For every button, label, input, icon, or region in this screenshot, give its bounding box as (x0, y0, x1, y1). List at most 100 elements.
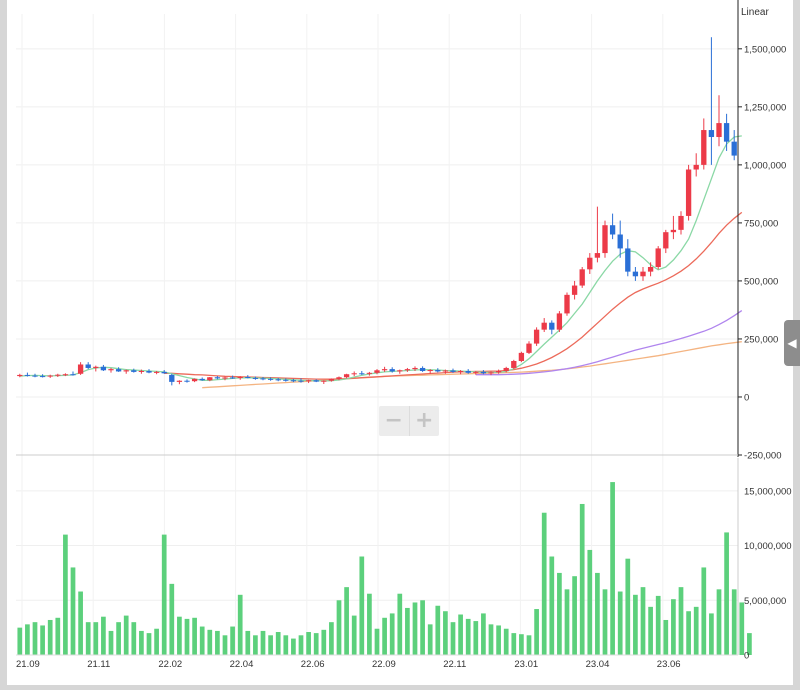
candle (564, 292, 570, 316)
candle-body (708, 130, 715, 138)
candle-body (153, 371, 160, 373)
volume-bar (625, 558, 631, 655)
candle (640, 266, 646, 281)
volume-bar (123, 615, 129, 655)
candle (412, 366, 418, 371)
volume-bar (511, 633, 517, 655)
candle (488, 371, 494, 376)
candle (533, 327, 540, 346)
price-tick-label: 0 (744, 392, 749, 403)
candle-body (229, 377, 236, 379)
volume-bar (716, 589, 722, 655)
volume-bar (101, 616, 106, 655)
candle (708, 37, 715, 165)
candle (374, 369, 380, 375)
candle-body (419, 367, 426, 371)
candle-body (336, 377, 342, 379)
candle (518, 351, 525, 363)
scale-mode-label[interactable]: Linear (741, 7, 769, 18)
candle-body (442, 370, 449, 372)
candle-body (533, 329, 540, 344)
volume-bar (237, 594, 243, 655)
candle (108, 367, 114, 373)
volume-bar (93, 622, 99, 655)
volume-bar (47, 619, 53, 655)
candle (549, 320, 555, 335)
candle-body (17, 374, 23, 377)
candle-body (473, 371, 479, 373)
candle (419, 366, 426, 372)
candle-body (199, 378, 205, 381)
volume-bar (169, 583, 175, 655)
candle (571, 280, 578, 300)
volume-bar (177, 616, 182, 655)
volume-tick-label: 0 (744, 651, 749, 662)
time-tick-label: 21.11 (87, 659, 110, 670)
candle-body (374, 370, 380, 373)
candle-body (100, 366, 107, 371)
zoom-out-button[interactable]: − (379, 406, 410, 436)
volume-bar (412, 602, 418, 655)
volume-bar (541, 512, 547, 655)
candle-body (359, 373, 365, 375)
candle-body (663, 232, 669, 249)
candle (685, 164, 692, 221)
candle-body (541, 322, 547, 330)
volume-bar (298, 635, 304, 655)
time-tick-label: 22.02 (158, 659, 182, 670)
candle (435, 368, 441, 373)
candle (351, 371, 357, 377)
candle (93, 365, 99, 372)
candle (138, 369, 145, 374)
candle (343, 373, 350, 379)
candle (77, 362, 84, 375)
candle-body (290, 380, 297, 382)
time-tick-label: 23.04 (586, 659, 610, 670)
candle-body (62, 374, 69, 376)
volume-bar (549, 556, 555, 655)
volume-bar (374, 628, 380, 655)
candle (321, 380, 327, 384)
volume-bar (534, 609, 539, 655)
volume-bar (85, 622, 91, 655)
volume-tick-label: 5,000,000 (744, 596, 786, 607)
zoom-in-button[interactable]: + (415, 408, 434, 433)
candle (283, 378, 289, 382)
candle-body (115, 369, 122, 372)
candle (397, 369, 403, 374)
candle-body (245, 377, 251, 379)
volume-bar (587, 549, 593, 655)
volume-bar (321, 629, 327, 655)
volume-bar (116, 622, 121, 655)
candle (328, 378, 335, 382)
candle (229, 375, 236, 379)
candle-body (24, 374, 31, 376)
volume-bar (139, 630, 144, 655)
candle (298, 378, 304, 383)
time-tick-label: 23.01 (514, 659, 538, 670)
volume-series (17, 482, 752, 655)
volume-bar (617, 591, 623, 655)
candle (381, 366, 388, 372)
candle (457, 370, 464, 375)
candle (647, 262, 654, 277)
price-tick-label: 750,000 (744, 218, 778, 229)
candle (17, 373, 23, 378)
candle-body (571, 285, 578, 295)
volume-bar (55, 617, 61, 655)
candle-body (617, 234, 623, 249)
volume-bar (17, 627, 23, 655)
volume-bar (519, 634, 524, 655)
candle (336, 376, 342, 381)
volume-bar (154, 628, 159, 655)
chart-svg[interactable]: Linear 1,500,000 1,250,000 1,000,000 750,00… (7, 0, 793, 685)
ma60-line (475, 310, 743, 376)
candle-body (503, 367, 509, 371)
candle-body (716, 123, 722, 138)
chevron-left-icon[interactable]: ◀ (784, 320, 800, 366)
candle (62, 373, 69, 377)
candle-body (526, 343, 532, 353)
candle (32, 373, 38, 378)
candle (670, 215, 677, 240)
ma_long-line (202, 341, 742, 389)
